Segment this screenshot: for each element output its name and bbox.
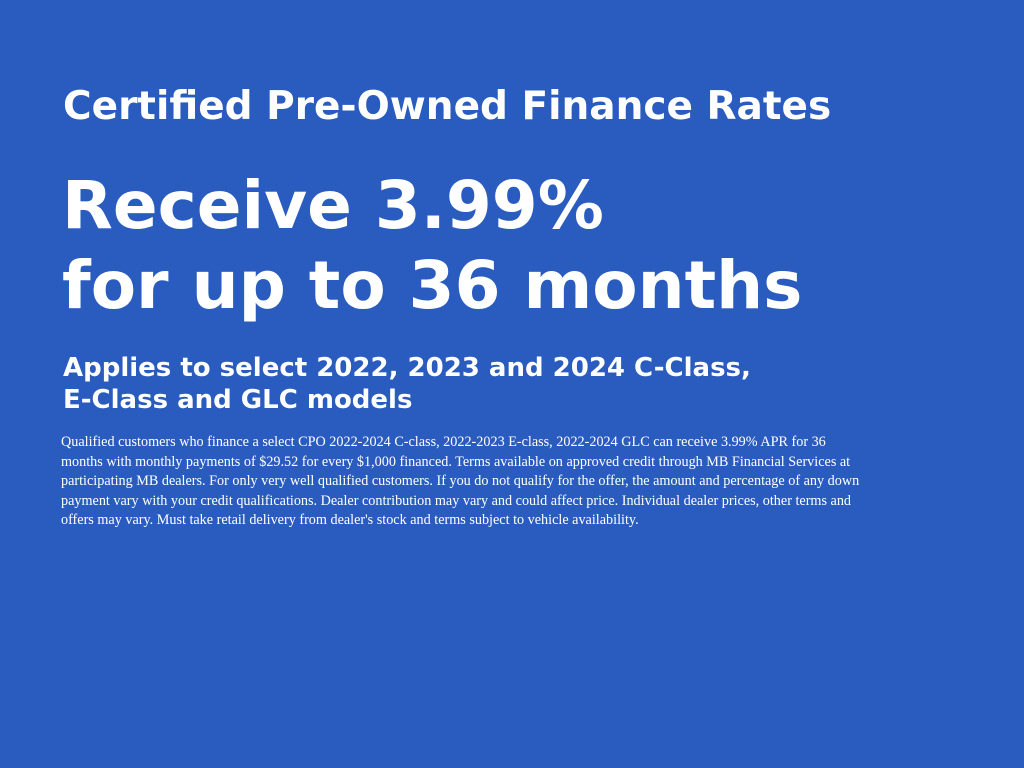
page-title: Certified Pre-Owned Finance Rates	[63, 84, 832, 129]
disclaimer-line: payment vary with your credit qualificat…	[61, 492, 852, 509]
disclaimer-line: Qualified customers who finance a select…	[61, 434, 826, 450]
subheadline-line-1: Applies to select 2022, 2023 and 2024 C-…	[63, 353, 751, 383]
disclaimer-line: offers may vary. Must take retail delive…	[61, 512, 639, 528]
disclaimer-text: Qualified customers who finance a select…	[61, 433, 859, 531]
subheadline-line-2: E-Class and GLC models	[63, 385, 413, 415]
headline-line-2: for up to 36 months	[62, 247, 803, 324]
disclaimer-line: months with monthly payments of $29.52 f…	[61, 453, 851, 470]
disclaimer-line: participating MB dealers. For only very …	[61, 473, 860, 489]
offer-headline: Receive 3.99% for up to 36 months	[62, 166, 802, 326]
offer-subheadline: Applies to select 2022, 2023 and 2024 C-…	[63, 352, 751, 416]
headline-line-1: Receive 3.99%	[62, 167, 604, 244]
